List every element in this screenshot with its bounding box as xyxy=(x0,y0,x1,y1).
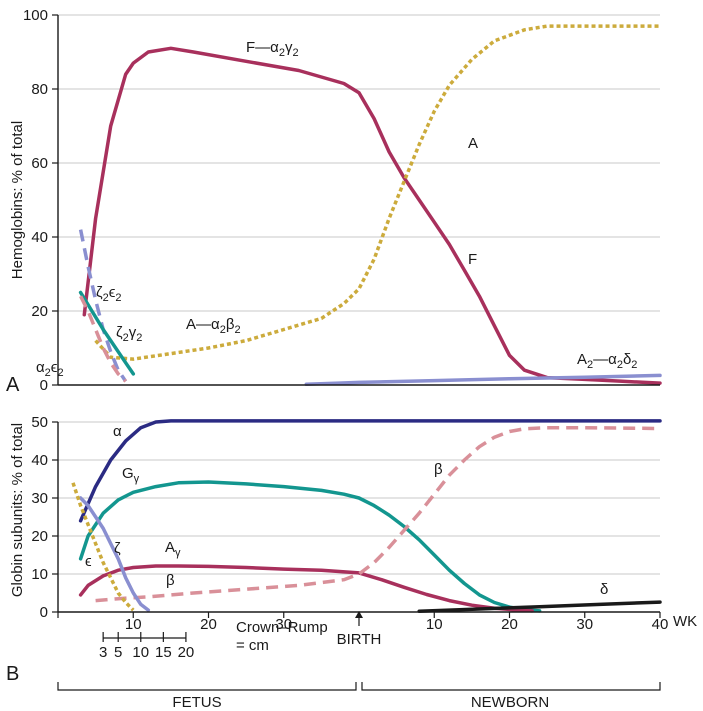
y-tick-label-20: 20 xyxy=(31,303,48,320)
x-tick-label-70: 30 xyxy=(576,616,593,633)
crown-rump-scale: 3 5 10 15 20 Crown–Rump = cm xyxy=(99,619,328,661)
label-zeta2-epsilon2: ζ2ϵ2 xyxy=(96,284,122,304)
label-hbf: F—α2γ2 xyxy=(246,39,299,59)
panel-a-y-axis-title: Hemoglobins: % of total xyxy=(9,121,26,279)
y-tick-label-30: 30 xyxy=(31,490,48,507)
label-zeta2-gamma2: ζ2γ2 xyxy=(116,324,142,344)
panel-a: 0 20 40 60 80 100 Hemoglobins: % of total A F… xyxy=(6,7,662,396)
series-line-b-4 xyxy=(95,425,661,603)
panel-a-gridlines xyxy=(58,14,660,312)
y-tick-label-60: 60 xyxy=(31,155,48,172)
panel-b-y-axis-title: Globin subunits: % of total xyxy=(9,423,26,597)
fetus-label: FETUS xyxy=(172,694,221,711)
label-a-gamma: Aγ xyxy=(165,539,181,559)
series-line-a-3 xyxy=(304,373,662,387)
birth-arrow-head xyxy=(355,611,363,618)
newborn-label: NEWBORN xyxy=(471,694,549,711)
birth-marker xyxy=(355,611,363,626)
panel-a-letter: A xyxy=(6,374,20,396)
crown-rump-label: Crown–Rump xyxy=(236,619,328,636)
label-delta: δ xyxy=(600,581,608,598)
label-beta-late: β xyxy=(434,461,443,478)
x-tick-label-50: 10 xyxy=(426,616,443,633)
crown-rump-tick-label-5: 5 xyxy=(114,644,122,661)
label-epsilon: ϵ xyxy=(85,553,92,570)
crown-rump-tick-label-15: 15 xyxy=(155,644,172,661)
crown-rump-tick-label-10: 10 xyxy=(132,644,149,661)
series-line-a-5 xyxy=(78,290,136,376)
newborn-bracket xyxy=(361,682,661,691)
label-alpha2-epsilon2: α2ϵ2 xyxy=(36,359,64,379)
label-hba2: A2—α2δ2 xyxy=(577,351,637,371)
series-line-b-5 xyxy=(78,496,151,612)
y-tick-label-50: 50 xyxy=(31,414,48,431)
x-tick-label-80: 40 xyxy=(652,616,669,633)
series-line-b-6 xyxy=(71,482,135,612)
series-line-b-1 xyxy=(78,419,662,523)
series-line-b-3 xyxy=(78,564,534,613)
panel-b-y-ticks: 0 10 20 30 40 50 xyxy=(31,414,58,621)
crown-rump-tick-label-3: 3 xyxy=(99,644,107,661)
x-tick-label-30: 30 xyxy=(275,616,292,633)
panel-b-curves xyxy=(71,419,662,613)
panel-b-x-ticks: 10 20 30 BIRTH 10 20 30 40 xyxy=(57,612,669,648)
crown-rump-unit: = cm xyxy=(236,637,269,654)
label-g-gamma: Gγ xyxy=(122,465,140,485)
panel-a-axes xyxy=(57,15,660,386)
y-tick-label-20: 20 xyxy=(31,528,48,545)
series-line-b-7 xyxy=(417,600,662,613)
y-tick-label-100: 100 xyxy=(23,7,48,24)
panel-a-y-ticks: 0 20 40 60 80 100 xyxy=(23,7,58,394)
fetus-bracket xyxy=(57,682,357,691)
panel-b-axes xyxy=(57,422,660,613)
label-a-late: A xyxy=(468,135,478,152)
label-hba: A—α2β2 xyxy=(186,316,241,336)
y-tick-label-0: 0 xyxy=(40,604,48,621)
series-line-a-6 xyxy=(79,295,127,383)
y-tick-label-80: 80 xyxy=(31,81,48,98)
series-line-a-2 xyxy=(94,24,660,361)
y-tick-label-0: 0 xyxy=(40,377,48,394)
label-alpha: α xyxy=(113,423,122,440)
label-beta-early: β xyxy=(166,572,175,589)
x-tick-label-60: 20 xyxy=(501,616,518,633)
x-tick-label-20: 20 xyxy=(200,616,217,633)
y-tick-label-40: 40 xyxy=(31,452,48,469)
period-brackets: FETUS NEWBORN xyxy=(57,682,661,711)
x-tick-label-10: 10 xyxy=(125,616,142,633)
x-axis-unit-label: WK xyxy=(673,613,697,630)
series-line-b-2 xyxy=(78,480,542,613)
series-line-a-1 xyxy=(82,46,662,385)
crown-rump-tick-label-20: 20 xyxy=(178,644,195,661)
panel-a-curves xyxy=(78,24,662,387)
label-f-late: F xyxy=(468,251,477,268)
panel-b-letter: B xyxy=(6,663,19,685)
panel-b: 0 10 20 30 40 50 10 20 30 BIRTH 10 20 30 40 Globin s… xyxy=(6,414,697,711)
label-zeta: ζ xyxy=(114,540,121,557)
x-tick-label-birth: BIRTH xyxy=(337,631,382,648)
crown-rump-ticks: 3 5 10 15 20 xyxy=(99,632,194,661)
y-tick-label-10: 10 xyxy=(31,566,48,583)
y-tick-label-40: 40 xyxy=(31,229,48,246)
